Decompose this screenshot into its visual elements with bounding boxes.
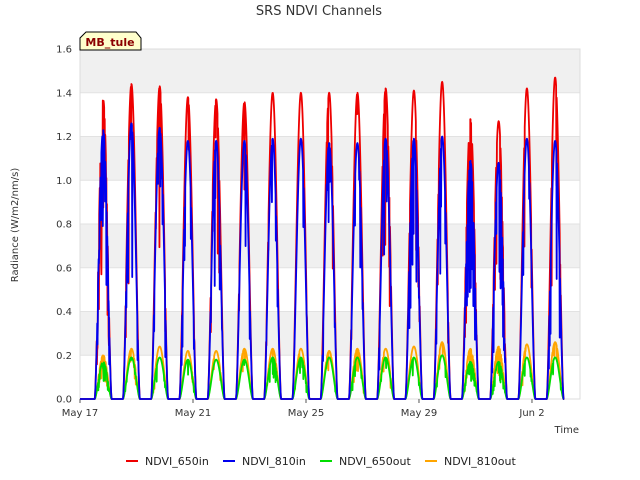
x-tick-label: May 17 [62, 408, 99, 419]
y-tick-label: 1.0 [56, 176, 72, 187]
y-tick-label: 0.8 [56, 220, 72, 231]
series-line-ndvi-810in [79, 122, 565, 400]
x-axis-title: Time [554, 425, 579, 436]
y-tick-label: 0.4 [56, 307, 72, 318]
background-band [80, 49, 580, 93]
legend-label: NDVI_810in [242, 455, 306, 468]
x-tick-label: May 29 [401, 408, 438, 419]
y-tick-label: 0.0 [56, 395, 72, 406]
y-tick-label: 1.4 [56, 88, 72, 99]
legend: NDVI_650in NDVI_810in NDVI_650out NDVI_810o… [126, 455, 516, 468]
legend-item-ndvi-810out: NDVI_810out [425, 455, 516, 468]
y-axis-ticks: 0.0 0.2 0.4 0.6 0.8 1.0 1.2 1.4 1.6 [56, 45, 72, 406]
series-layer [79, 76, 565, 400]
x-tick-label: May 25 [288, 408, 325, 419]
y-axis-title: Radiance (W/m2/nm/s) [10, 168, 21, 283]
legend-label: NDVI_650out [339, 455, 411, 468]
legend-item-ndvi-810in: NDVI_810in [223, 455, 306, 468]
legend-item-ndvi-650out: NDVI_650out [320, 455, 411, 468]
x-tick-label: May 21 [175, 408, 212, 419]
chart-title: SRS NDVI Channels [256, 4, 382, 19]
x-axis-ticks: May 17 May 21 May 25 May 29 Jun 2 [62, 399, 545, 419]
y-tick-label: 0.6 [56, 263, 72, 274]
legend-label: NDVI_810out [444, 455, 516, 468]
x-tick-label: Jun 2 [518, 408, 544, 419]
background-band [80, 311, 580, 356]
y-tick-label: 1.6 [56, 45, 72, 56]
y-tick-label: 0.2 [56, 351, 72, 362]
legend-label: NDVI_650in [145, 455, 209, 468]
legend-item-ndvi-650in: NDVI_650in [126, 455, 209, 468]
plot-area [79, 48, 581, 400]
y-tick-label: 1.2 [56, 132, 72, 143]
station-badge: MB_tule [79, 31, 142, 51]
station-badge-label: MB_tule [85, 36, 134, 49]
